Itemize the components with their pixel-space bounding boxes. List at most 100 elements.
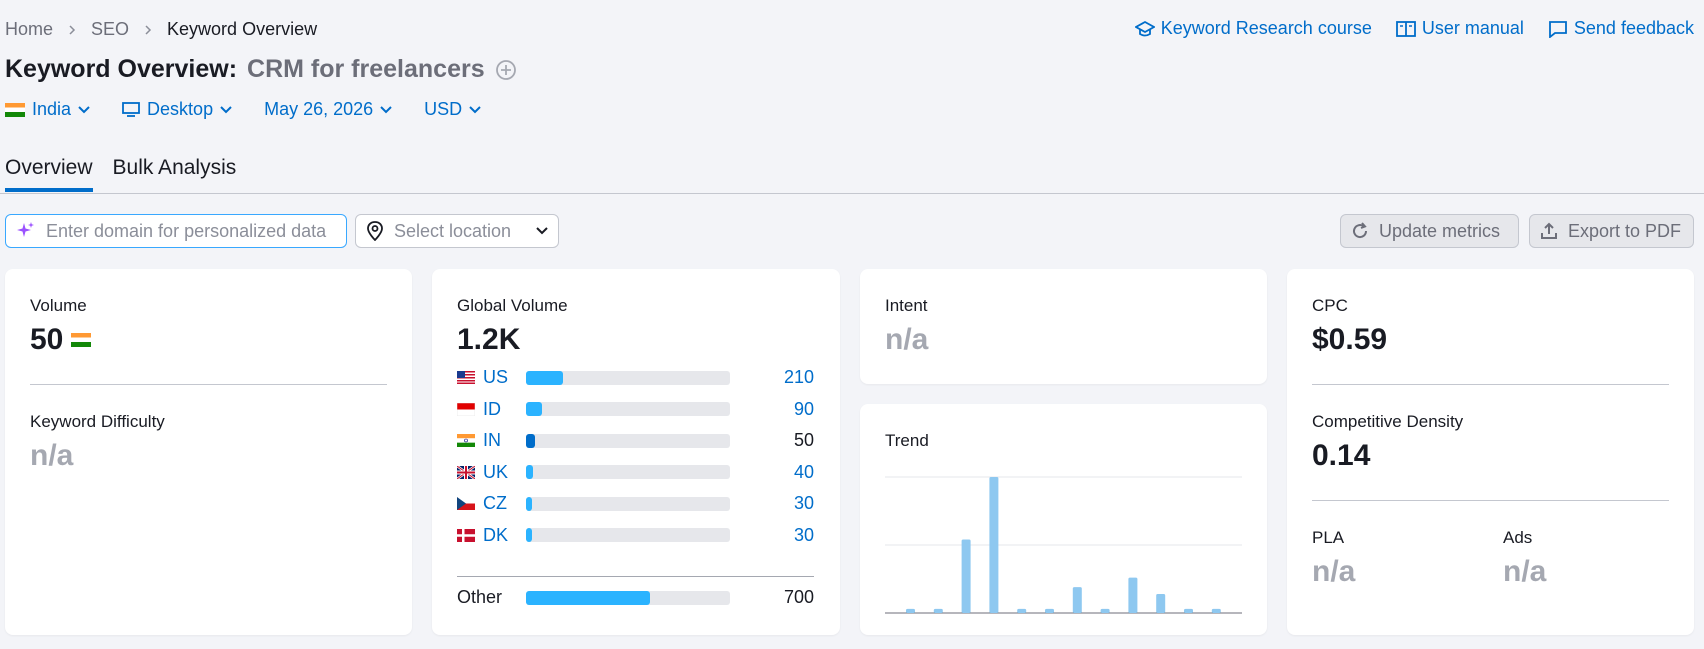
location-placeholder: Select location <box>394 220 512 241</box>
uk-flag-icon <box>457 465 475 479</box>
trend-bar[interactable] <box>906 608 915 613</box>
country-code-link[interactable]: IN <box>483 430 501 450</box>
trend-bar[interactable] <box>933 608 943 613</box>
breadcrumb-seo[interactable]: SEO <box>91 19 130 39</box>
ads-label: Ads <box>1503 528 1533 547</box>
country-row-cz: CZ 30 <box>457 493 814 514</box>
device-dropdown[interactable]: Desktop <box>122 99 232 120</box>
graduation-cap-icon <box>1134 20 1155 36</box>
trend-bar[interactable] <box>1045 608 1054 613</box>
cd-label: Competitive Density <box>1312 412 1464 431</box>
country-volume-value[interactable]: 210 <box>783 367 814 387</box>
desktop-icon <box>122 101 140 117</box>
country-volume-bar <box>526 496 730 511</box>
tabs-divider <box>0 193 1704 194</box>
chevron-right-icon <box>145 24 152 35</box>
country-code-link[interactable]: ID <box>483 398 501 419</box>
help-links: Keyword Research course User manual Send… <box>1134 18 1694 39</box>
intent-card: Intent n/a <box>860 269 1267 384</box>
kd-value: n/a <box>30 439 74 472</box>
trend-card: Trend <box>860 404 1267 635</box>
country-label: India <box>32 99 72 119</box>
other-bar-fill <box>526 590 651 605</box>
page-title: Keyword Overview: CRM for freelancers <box>5 55 517 84</box>
manual-label: User manual <box>1421 18 1524 38</box>
trend-bar[interactable] <box>1211 608 1221 613</box>
in-flag-icon <box>457 434 475 447</box>
location-select[interactable]: Select location <box>355 214 559 248</box>
currency-dropdown[interactable]: USD <box>424 99 481 120</box>
country-volume-bar-fill <box>526 465 534 479</box>
trend-bar[interactable] <box>989 477 999 613</box>
other-bar <box>526 590 730 605</box>
breadcrumb: Home SEO Keyword Overview <box>5 19 317 40</box>
country-volume-value[interactable]: 90 <box>793 398 814 419</box>
intent-label: Intent <box>885 296 928 315</box>
tab-bulk-analysis[interactable]: Bulk Analysis <box>112 156 237 179</box>
country-volume-value[interactable]: 40 <box>793 461 814 482</box>
currency-label: USD <box>424 99 463 119</box>
upload-icon <box>1541 222 1557 239</box>
other-value: 700 <box>783 587 814 607</box>
intent-value: n/a <box>885 323 929 356</box>
domain-input[interactable] <box>46 220 336 242</box>
trend-bar[interactable] <box>1156 593 1166 613</box>
export-label: Export to PDF <box>1568 220 1682 241</box>
global-volume-value: 1.2K <box>457 323 521 356</box>
country-row-uk: UK 40 <box>457 462 814 483</box>
country-volume-value[interactable]: 30 <box>793 493 814 513</box>
country-dropdown[interactable]: India <box>5 99 90 120</box>
cpc-card: CPC $0.59 Competitive Density 0.14 PLA n… <box>1287 269 1694 635</box>
country-row-dk: DK 30 <box>457 525 814 546</box>
pla-label: PLA <box>1312 528 1345 547</box>
dk-flag-icon <box>457 528 475 542</box>
country-code-link[interactable]: UK <box>483 461 509 482</box>
chevron-down-icon <box>380 105 392 113</box>
keyword-research-course-link[interactable]: Keyword Research course <box>1134 18 1372 39</box>
country-volume-value[interactable]: 30 <box>793 524 814 545</box>
country-code-link[interactable]: US <box>483 367 509 387</box>
cpc-value: $0.59 <box>1312 323 1388 356</box>
cd-value: 0.14 <box>1312 439 1371 472</box>
cz-flag-icon <box>457 497 475 510</box>
location-pin-icon <box>367 221 383 241</box>
country-volume-bar <box>526 465 730 479</box>
country-code-link[interactable]: DK <box>483 524 509 545</box>
update-metrics-button[interactable]: Update metrics <box>1340 214 1519 248</box>
country-volume-bar <box>526 402 730 416</box>
country-row-in: IN 50 <box>457 430 814 451</box>
country-code-link[interactable]: CZ <box>483 493 507 513</box>
device-label: Desktop <box>147 99 214 119</box>
export-pdf-button[interactable]: Export to PDF <box>1529 214 1694 248</box>
tab-overview[interactable]: Overview <box>5 156 93 192</box>
sparkle-icon <box>17 222 34 237</box>
country-row-us: US 210 <box>457 367 814 388</box>
date-label: May 26, 2026 <box>264 99 374 119</box>
volume-card: Volume 50 Keyword Difficulty n/a <box>5 269 412 635</box>
send-feedback-link[interactable]: Send feedback <box>1548 18 1694 39</box>
country-volume-bar-fill <box>526 433 536 448</box>
add-circle-icon[interactable] <box>495 59 517 81</box>
trend-bar[interactable] <box>1128 577 1138 613</box>
country-volume-bar-fill <box>526 370 563 385</box>
user-manual-link[interactable]: User manual <box>1395 18 1524 39</box>
date-dropdown[interactable]: May 26, 2026 <box>264 99 392 120</box>
us-flag-icon <box>457 371 475 384</box>
country-volume-bar-fill <box>526 402 543 416</box>
kd-label: Keyword Difficulty <box>30 412 165 431</box>
breadcrumb-current: Keyword Overview <box>167 19 318 39</box>
message-icon <box>1549 20 1567 38</box>
trend-bar[interactable] <box>1072 587 1082 613</box>
trend-bar[interactable] <box>961 539 971 613</box>
trend-bar[interactable] <box>1017 608 1027 613</box>
trend-bar[interactable] <box>1184 608 1193 613</box>
country-volume-bar-fill <box>526 496 533 511</box>
title-prefix: Keyword Overview: <box>5 55 238 83</box>
country-volume-bar <box>526 528 730 542</box>
trend-chart <box>885 476 1242 614</box>
tabs: Overview Bulk Analysis <box>5 156 236 192</box>
india-flag-icon <box>5 102 25 117</box>
trend-bar[interactable] <box>1100 608 1110 613</box>
breadcrumb-home[interactable]: Home <box>5 19 54 39</box>
filters-bar: India Desktop May 26, 2026 USD <box>5 99 481 120</box>
